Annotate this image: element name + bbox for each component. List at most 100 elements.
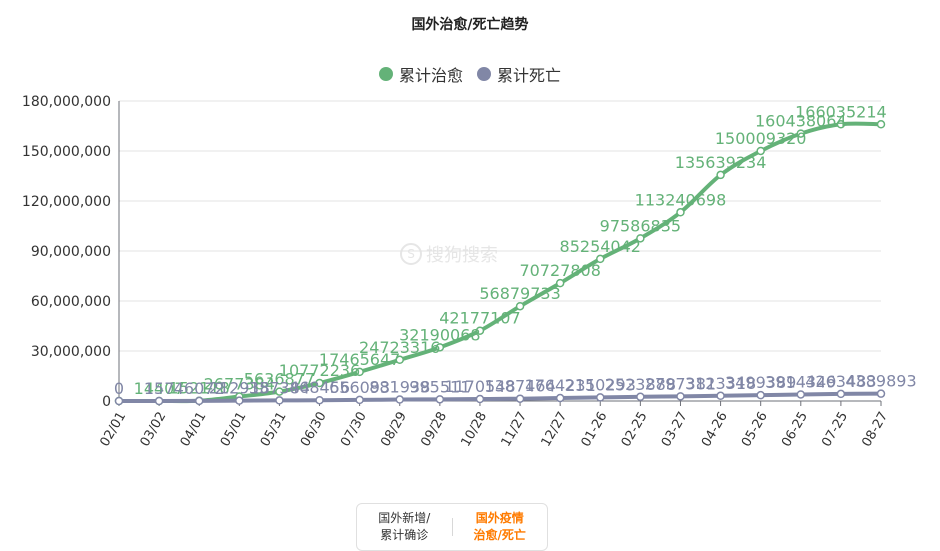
tab-divider: [451, 518, 453, 536]
sogou-logo-icon: S: [400, 243, 422, 265]
x-tick-label: 07-25: [819, 409, 851, 449]
data-point-deaths: [275, 396, 284, 405]
x-tick-label: 06-25: [779, 409, 811, 449]
data-label-deaths: 3914349: [765, 372, 836, 391]
data-point-deaths: [315, 395, 324, 405]
x-tick-label: 09/28: [418, 409, 450, 449]
data-label-deaths: 0: [114, 379, 124, 398]
data-label-cured: 97586835: [600, 216, 681, 235]
data-point-deaths: [836, 389, 846, 399]
data-point-cured: [756, 146, 765, 156]
data-label-deaths: 4389893: [845, 372, 916, 391]
data-label-deaths: 212918: [209, 379, 270, 398]
x-tick-label: 10/28: [458, 409, 490, 449]
data-label-cured: 24723316: [359, 338, 440, 357]
data-point-cured: [475, 326, 485, 335]
data-point-deaths: [636, 392, 645, 402]
legend-item-deaths[interactable]: 累计死亡: [477, 62, 561, 86]
data-label-cured: 85254042: [560, 237, 641, 256]
legend-item-cured[interactable]: 累计治愈: [378, 62, 463, 86]
data-point-cured: [275, 387, 284, 396]
data-label-deaths: 2150293: [565, 375, 636, 394]
watermark: S 搜狗搜索: [400, 241, 498, 267]
data-label-deaths: 357384: [249, 378, 310, 397]
legend-dot-deaths: [477, 67, 491, 81]
data-point-cured: [555, 278, 565, 288]
data-point-deaths: [475, 394, 485, 404]
data-label-cured: 70727808: [519, 261, 600, 280]
data-label-cured: 2677384: [204, 375, 275, 394]
x-tick-label: 03/02: [138, 409, 170, 449]
data-point-deaths: [796, 390, 806, 399]
data-label-cured: 5636877: [244, 370, 315, 389]
data-point-deaths: [676, 392, 685, 401]
data-label-deaths: 995511: [409, 377, 470, 396]
legend-label-deaths: 累计死亡: [497, 66, 562, 85]
data-label-deaths: 881938: [369, 378, 430, 397]
data-point-cured: [435, 343, 445, 352]
x-tick-label: 04-26: [699, 409, 731, 449]
data-point-deaths: [515, 394, 525, 403]
data-label-deaths: 656093: [329, 378, 390, 397]
data-label-deaths: 1764231: [525, 376, 596, 395]
x-tick-label: 05-26: [739, 409, 771, 449]
data-label-deaths: 468456: [289, 378, 350, 397]
data-label-cured: 135639234: [675, 153, 767, 172]
tab-cured-line1: 国外疫情: [475, 511, 524, 525]
data-point-cured: [315, 378, 324, 388]
x-tick-label: 03-27: [659, 409, 691, 449]
data-label-deaths: 2797381: [645, 374, 716, 393]
data-point-cured: [395, 355, 404, 365]
data-point-deaths: [555, 393, 565, 403]
x-tick-label: 08-27: [859, 409, 891, 449]
x-tick-label: 05/31: [258, 409, 290, 449]
data-point-cured: [876, 120, 886, 129]
data-point-deaths: [114, 396, 124, 406]
data-point-deaths: [194, 396, 204, 406]
x-tick-label: 01-26: [579, 409, 611, 449]
data-point-deaths: [355, 395, 364, 405]
y-tick-label: 180,000,000: [22, 94, 111, 110]
data-label-deaths: 157: [144, 379, 175, 398]
data-point-cured: [355, 367, 364, 377]
y-tick-label: 0: [102, 394, 111, 410]
data-label-cured: 10772236: [279, 361, 360, 380]
data-label-cured: 152118: [169, 379, 230, 398]
data-point-deaths: [876, 389, 886, 398]
data-point-cured: [596, 254, 605, 264]
data-point-cured: [836, 120, 846, 129]
data-label-deaths: 46072: [174, 379, 225, 398]
chart-title: 国外治愈/死亡趋势: [411, 17, 529, 33]
data-label-deaths: 3499389: [725, 373, 796, 392]
data-label-deaths: 4263483: [805, 372, 876, 391]
tab-new-line1: 国外新增/: [378, 511, 431, 525]
x-tick-label: 02/01: [97, 409, 129, 449]
tab-cured-deaths[interactable]: 国外疫情 治愈/死亡: [453, 504, 548, 550]
y-tick-label: 120,000,000: [22, 194, 111, 210]
data-label-deaths: 2523888: [605, 375, 676, 394]
watermark-text: 搜狗搜索: [426, 245, 498, 266]
data-point-cured: [796, 129, 806, 138]
y-tick-label: 60,000,000: [31, 294, 111, 310]
tab-cured-line2: 治愈/死亡: [473, 528, 526, 542]
legend-dot-cured: [378, 67, 393, 81]
y-tick-label: 90,000,000: [31, 244, 111, 260]
data-label-cured: 14407: [134, 379, 185, 398]
x-tick-label: 06/30: [298, 409, 330, 449]
x-tick-label: 12/27: [539, 409, 571, 449]
data-label-deaths: 1387464: [484, 377, 555, 396]
chart-tab-switch: 国外新增/ 累计确诊 国外疫情 治愈/死亡: [356, 503, 548, 551]
data-point-cured: [636, 234, 645, 243]
data-point-deaths: [395, 395, 404, 404]
legend: 累计治愈 累计死亡: [0, 62, 940, 86]
x-tick-label: 08/29: [378, 409, 410, 449]
data-label-cured: 56879733: [479, 284, 560, 303]
series-line-cured: [117, 121, 883, 404]
data-point-deaths: [235, 396, 244, 405]
data-point-cured: [676, 208, 685, 217]
data-point-deaths: [596, 393, 605, 402]
tab-new-cumulative-confirmed[interactable]: 国外新增/ 累计确诊: [357, 504, 452, 550]
data-label-cured: 42177107: [439, 309, 520, 328]
data-point-cured: [716, 170, 725, 180]
chart-plot: 0 30,000,000 60,000,000 90,000,000 120,000,0…: [22, 94, 917, 450]
